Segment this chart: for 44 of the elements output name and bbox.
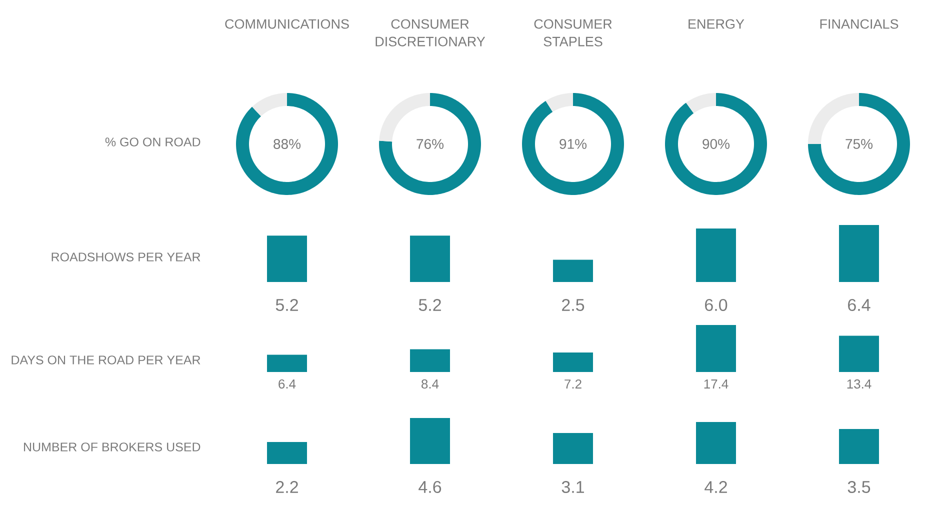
chart-title: FINANCIALS — [820, 19, 898, 29]
bar — [553, 432, 593, 464]
text: % GO ON ROAD — [105, 138, 200, 146]
data-label: 5.2 — [418, 298, 441, 312]
data-label: 3.1 — [562, 480, 584, 494]
bar — [410, 418, 450, 464]
chart-title: CONSUMER DISCRETIONARY — [376, 19, 486, 46]
bar — [267, 442, 308, 464]
bar — [267, 354, 308, 372]
data-label: 91% — [560, 139, 587, 149]
y-axis-title: DAYS ON THE ROAD PER YEAR — [12, 356, 200, 364]
bar — [553, 352, 593, 372]
data-label: 88% — [274, 139, 301, 149]
bar — [696, 422, 736, 464]
bar — [696, 228, 736, 282]
data-label: 75% — [846, 139, 873, 149]
data-label: 4.6 — [418, 480, 442, 494]
data-label: 2.2 — [276, 481, 298, 493]
bar — [410, 236, 450, 282]
bar — [410, 349, 450, 372]
data-label: 90% — [702, 139, 730, 149]
data-label: 8.4 — [422, 379, 439, 389]
data-label: 17.4 — [704, 380, 728, 388]
bar — [838, 336, 879, 372]
chart-title: ENERGY — [688, 19, 744, 29]
data-label: 6.4 — [278, 379, 296, 389]
chart-title: CONSUMER STAPLES — [534, 19, 612, 46]
bar — [553, 260, 593, 282]
data-label: 5.2 — [276, 298, 298, 312]
bar — [696, 324, 736, 372]
bar — [838, 428, 879, 464]
data-label: 3.5 — [848, 480, 870, 494]
bar — [838, 224, 879, 282]
y-axis-title: ROADSHOWS PER YEAR — [52, 252, 200, 262]
data-label: 6.4 — [848, 298, 870, 312]
y-axis-title: NUMBER OF BROKERS USED — [24, 442, 200, 452]
data-label: 4.2 — [704, 481, 727, 493]
bar — [267, 236, 308, 282]
data-label: 2.5 — [562, 298, 584, 312]
data-label: 7.2 — [564, 379, 582, 389]
chart-title: COMMUNICATIONS — [225, 19, 349, 29]
data-label: 76% — [416, 139, 444, 149]
data-label: 6.0 — [705, 298, 728, 312]
data-label: 13.4 — [847, 379, 872, 389]
